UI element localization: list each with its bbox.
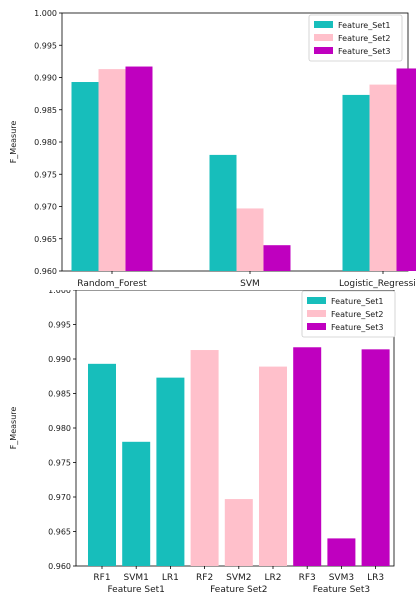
legend-swatch [314,21,333,28]
x-tick-label: Random_Forest [77,279,147,289]
x-tick-label: SVM2 [226,573,251,583]
legend-label: Feature_Set1 [338,21,390,30]
legend-label: Feature_Set1 [331,297,383,306]
x-tick-label: LR3 [367,573,384,583]
bar [125,66,153,271]
y-tick-label: 0.980 [48,424,71,433]
bar [369,84,397,271]
y-tick-label: 0.960 [48,562,71,571]
bar [259,366,287,566]
x-tick-label: SVM [240,279,260,289]
legend-label: Feature_Set2 [331,310,383,319]
legend-swatch [307,323,326,330]
x-tick-label: SVM3 [329,573,354,583]
x-tick-label: RF3 [299,573,316,583]
y-tick-label: 0.995 [48,321,71,330]
group-label: Feature Set2 [210,585,267,595]
y-tick-label: 0.960 [34,267,57,276]
bar [88,363,116,566]
y-tick-label: 0.990 [48,355,71,364]
bar [293,347,322,566]
x-tick-label: SVM1 [124,573,149,583]
y-tick-label: 0.985 [34,106,57,115]
group-label: Feature Set3 [313,585,370,595]
bar [156,377,185,566]
y-tick-label: 0.985 [48,390,71,399]
chart-grouped-by-classifier: 1.000 0.995 0.990 0.985 0.980 0.975 0.970 0.965… [9,9,416,289]
bar [342,94,370,271]
bar [190,350,219,566]
bar [263,245,291,271]
legend-swatch [314,47,333,54]
x-tick-label: RF1 [93,573,110,583]
bar [122,441,151,566]
y-tick-label: 0.965 [34,235,57,244]
y-tick-label: 0.965 [48,528,71,537]
y-tick-label: 0.995 [34,41,57,50]
bar [224,499,253,566]
bar [361,349,390,566]
y-tick-label: 0.980 [34,138,57,147]
group-label: Feature Set1 [108,585,165,595]
bar [71,82,99,271]
legend-swatch [314,34,333,41]
legend-swatch [307,297,326,304]
y-tick-label: 0.975 [34,170,57,179]
y-tick-label: 0.970 [48,493,71,502]
y-tick-label: 0.975 [48,459,71,468]
y-tick-label: 0.970 [34,203,57,212]
x-tick-label: RF2 [196,573,213,583]
x-tick-label: LR1 [162,573,179,583]
bar [209,154,237,271]
y-tick-label: 1.000 [34,9,57,18]
bar [396,68,416,271]
y-axis-label: F_Measure [9,407,18,450]
chart-grouped-by-feature-set: 1.000 0.995 0.990 0.985 0.980 0.975 0.970 0.965… [9,290,396,595]
y-tick-label: 1.000 [48,290,71,295]
legend-swatch [307,310,326,317]
x-tick-label: Logistic_Regression [339,279,416,289]
bar [236,208,264,271]
legend-label: Feature_Set3 [331,323,383,332]
y-axis-label: F_Measure [9,121,18,164]
x-tick-label: LR2 [265,573,282,583]
legend-label: Feature_Set2 [338,34,390,43]
bar [327,538,356,566]
y-tick-label: 0.990 [34,74,57,83]
bar [98,69,126,272]
legend-label: Feature_Set3 [338,47,390,56]
